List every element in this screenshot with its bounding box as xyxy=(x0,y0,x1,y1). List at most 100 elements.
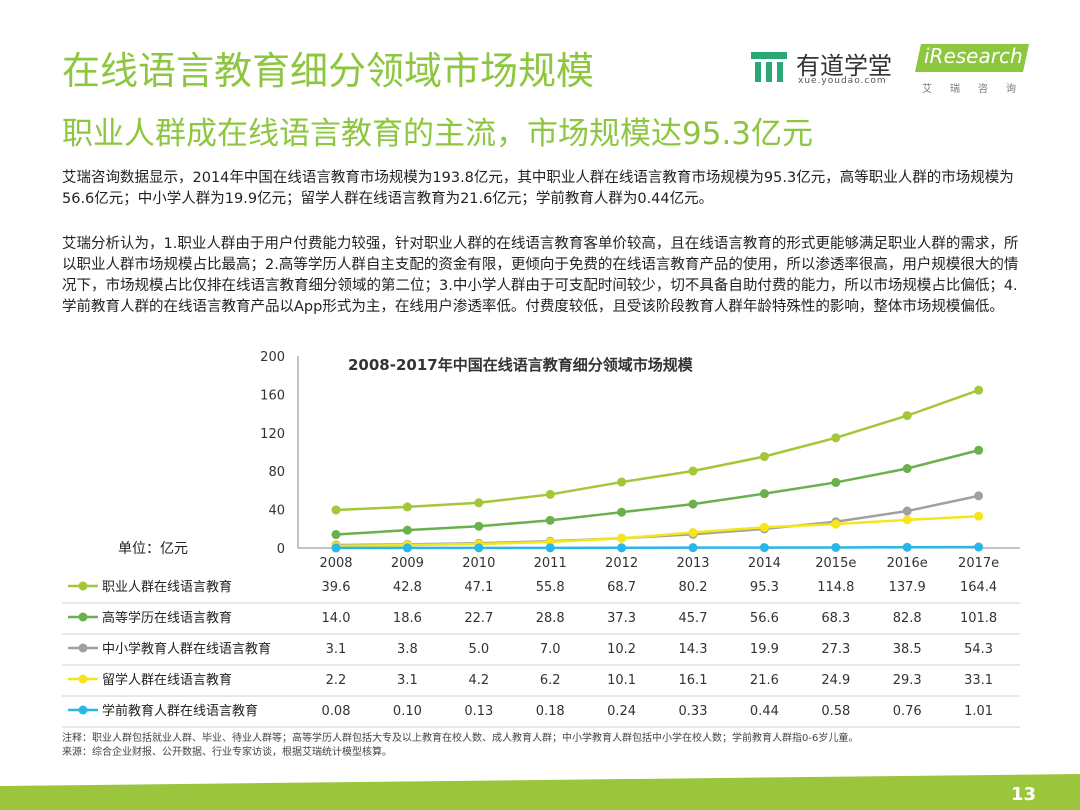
data-table-cell: 0.44 xyxy=(750,704,779,719)
data-point xyxy=(831,433,841,443)
page-title: 在线语言教育细分领域市场规模 xyxy=(62,49,595,93)
data-table-cell: 42.8 xyxy=(393,580,422,595)
x-tick-label: 2011 xyxy=(534,556,567,571)
footnote: 注释：职业人群包括就业人群、毕业、待业人群等；高等学历人群包括大专及以上教育在校… xyxy=(62,733,859,744)
data-table-cell: 0.33 xyxy=(679,704,708,719)
data-table-cell: 137.9 xyxy=(889,580,926,595)
data-point xyxy=(331,543,341,553)
series-line xyxy=(335,449,979,536)
y-tick-label: 200 xyxy=(260,350,285,365)
data-table-cell: 22.7 xyxy=(464,611,493,626)
x-tick-label: 2012 xyxy=(605,556,638,571)
iresearch-name: iResearch xyxy=(924,44,1023,68)
data-table-cell: 164.4 xyxy=(960,580,997,595)
data-table-cell: 95.3 xyxy=(750,580,779,595)
series-line xyxy=(335,388,980,512)
iresearch-cn: 艾瑞咨询 xyxy=(922,84,1034,95)
body-paragraph-2: 艾瑞分析认为，1.职业人群由于用户付费能力较强，针对职业人群的在线语言教育客单价… xyxy=(62,236,1019,315)
legend-marker xyxy=(78,581,88,591)
data-table-cell: 33.1 xyxy=(964,673,993,688)
y-tick-label: 160 xyxy=(260,388,285,403)
data-point xyxy=(402,525,412,535)
data-point xyxy=(688,528,698,538)
legend-series-name: 中小学教育人群在线语言教育 xyxy=(102,641,271,657)
data-table-cell: 3.1 xyxy=(326,642,347,657)
data-table-cell: 37.3 xyxy=(607,611,636,626)
legend-series-name: 职业人群在线语言教育 xyxy=(102,579,232,595)
x-tick-label: 2013 xyxy=(676,556,709,571)
data-table-cell: 0.10 xyxy=(393,704,422,719)
data-table-cell: 0.13 xyxy=(464,704,493,719)
data-point xyxy=(617,477,627,487)
data-point xyxy=(902,506,912,516)
data-table-cell: 114.8 xyxy=(817,580,854,595)
data-table-cell: 14.0 xyxy=(322,611,351,626)
data-table-cell: 6.2 xyxy=(540,673,561,688)
series-line xyxy=(335,545,979,550)
body-paragraph-1: 艾瑞咨询数据显示，2014年中国在线语言教育市场规模为193.8亿元，其中职业人… xyxy=(62,170,1014,207)
data-point xyxy=(974,385,984,395)
data-point xyxy=(474,543,484,553)
youdao-mark-icon xyxy=(751,52,787,82)
youdao-url: xue.youdao.com xyxy=(798,76,887,86)
data-point xyxy=(974,542,984,552)
data-point xyxy=(831,477,841,487)
data-point xyxy=(974,491,984,501)
data-point xyxy=(759,543,769,553)
x-tick-label: 2015e xyxy=(815,556,856,571)
data-table-cell: 0.76 xyxy=(893,704,922,719)
data-point xyxy=(688,499,698,509)
y-tick-label: 80 xyxy=(268,465,285,480)
data-table-cell: 82.8 xyxy=(893,611,922,626)
data-point xyxy=(617,543,627,553)
data-point xyxy=(902,464,912,474)
data-table-cell: 19.9 xyxy=(750,642,779,657)
data-table-cell: 2.2 xyxy=(326,673,347,688)
data-point xyxy=(474,521,484,531)
data-table-cell: 3.1 xyxy=(397,673,418,688)
data-point xyxy=(902,515,912,525)
data-table-cell: 7.0 xyxy=(540,642,561,657)
legend-marker xyxy=(78,612,88,622)
data-point xyxy=(688,466,698,476)
data-table-cell: 54.3 xyxy=(964,642,993,657)
data-table-cell: 14.3 xyxy=(679,642,708,657)
legend-series-name: 高等学历在线语言教育 xyxy=(102,610,232,626)
data-point xyxy=(759,522,769,532)
source-note: 来源：综合企业财报、公开数据、行业专家访谈，根据艾瑞统计模型核算。 xyxy=(62,747,392,758)
data-table-cell: 29.3 xyxy=(893,673,922,688)
youdao-name: 有道学堂 xyxy=(796,52,892,80)
data-table-cell: 3.8 xyxy=(397,642,418,657)
data-table-cell: 28.8 xyxy=(536,611,565,626)
data-table-cell: 10.1 xyxy=(607,673,636,688)
data-table-cell: 68.3 xyxy=(821,611,850,626)
series-line xyxy=(335,514,979,548)
page-subtitle: 职业人群成在线语言教育的主流，市场规模达95.3亿元 xyxy=(62,116,814,152)
data-table-cell: 68.7 xyxy=(607,580,636,595)
data-point xyxy=(974,511,984,521)
page-number: 13 xyxy=(1010,784,1036,805)
x-tick-label: 2017e xyxy=(958,556,999,571)
data-point xyxy=(617,533,627,543)
data-point xyxy=(831,519,841,529)
data-table-cell: 0.58 xyxy=(821,704,850,719)
x-tick-label: 2016e xyxy=(887,556,928,571)
data-table-cell: 27.3 xyxy=(821,642,850,657)
data-table-cell: 56.6 xyxy=(750,611,779,626)
data-point xyxy=(617,507,627,517)
legend-series-name: 留学人群在线语言教育 xyxy=(102,672,232,688)
y-tick-label: 0 xyxy=(277,542,285,557)
unit-label: 单位：亿元 xyxy=(118,541,188,557)
data-table-cell: 21.6 xyxy=(750,673,779,688)
legend-marker xyxy=(78,643,88,653)
y-tick-label: 120 xyxy=(260,427,285,442)
data-table-cell: 10.2 xyxy=(607,642,636,657)
legend-marker xyxy=(78,705,88,715)
data-point xyxy=(545,515,555,525)
data-table-cell: 16.1 xyxy=(679,673,708,688)
data-table-cell: 0.08 xyxy=(322,704,351,719)
data-point xyxy=(402,502,412,512)
data-point xyxy=(402,543,412,553)
data-point xyxy=(831,542,841,552)
